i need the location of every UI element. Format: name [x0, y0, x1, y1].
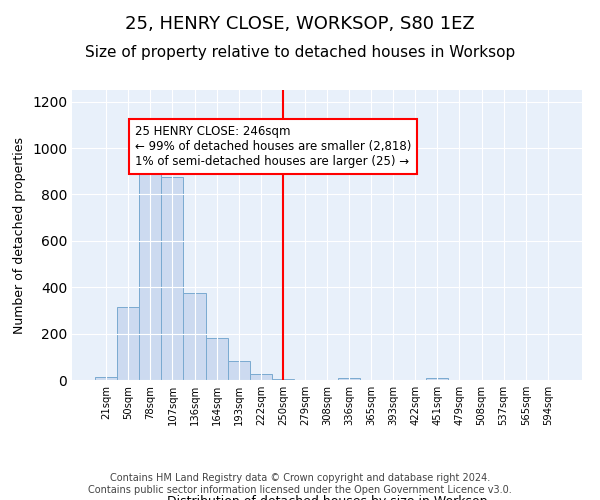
Bar — [338, 378, 360, 380]
Bar — [206, 338, 227, 380]
Bar — [250, 374, 272, 380]
Bar — [117, 307, 139, 380]
Y-axis label: Number of detached properties: Number of detached properties — [13, 136, 26, 334]
Bar — [95, 376, 117, 380]
Bar — [272, 379, 294, 380]
Text: Contains HM Land Registry data © Crown copyright and database right 2024.
Contai: Contains HM Land Registry data © Crown c… — [88, 474, 512, 495]
X-axis label: Distribution of detached houses by size in Worksop: Distribution of detached houses by size … — [167, 494, 487, 500]
Text: 25, HENRY CLOSE, WORKSOP, S80 1EZ: 25, HENRY CLOSE, WORKSOP, S80 1EZ — [125, 15, 475, 33]
Bar — [139, 154, 161, 380]
Text: 25 HENRY CLOSE: 246sqm
← 99% of detached houses are smaller (2,818)
1% of semi-d: 25 HENRY CLOSE: 246sqm ← 99% of detached… — [135, 125, 411, 168]
Bar — [227, 362, 250, 380]
Text: Size of property relative to detached houses in Worksop: Size of property relative to detached ho… — [85, 45, 515, 60]
Bar — [427, 378, 448, 380]
Bar — [184, 293, 206, 380]
Bar — [161, 177, 184, 380]
